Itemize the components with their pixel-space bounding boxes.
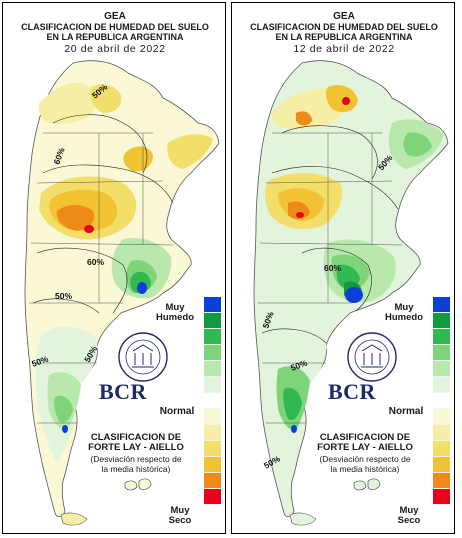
soil-moisture-map-panel-apr20: 50% 60% 60% 50% 50% 50% GEA CLASIFICACIO… — [2, 2, 226, 534]
legend-swatch-11 — [433, 457, 450, 473]
soil-moisture-map-panel-apr12: 50% 60% 50% 50% 50% GEA CLASIFICACION DE… — [231, 2, 455, 534]
contour-label-4: 50% — [55, 291, 72, 301]
legend-swatch-5 — [433, 361, 450, 377]
header-title-line2: EN LA REPUBLICA ARGENTINA — [46, 32, 184, 42]
bcr-logo-text: BCR — [99, 379, 147, 404]
malvinas-islands — [124, 478, 152, 491]
classification-title: CLASIFICACION DE FORTE LAY - AIELLO — [317, 432, 413, 453]
legend-swatch-9 — [204, 425, 221, 441]
contour-label-3: 60% — [87, 257, 104, 267]
legend-normal-label: Normal — [159, 406, 195, 417]
legend-swatch-12 — [204, 473, 221, 489]
bcr-logo-text: BCR — [328, 379, 376, 404]
legend-swatch-3 — [433, 329, 450, 345]
header-org: GEA — [104, 11, 126, 22]
bcr-seal-icon — [118, 332, 168, 382]
legend-swatch-3 — [204, 329, 221, 345]
legend-color-scale — [204, 297, 221, 505]
legend-swatch-8 — [433, 409, 450, 425]
bcr-seal-icon — [347, 332, 397, 382]
legend-swatch-1 — [433, 297, 450, 313]
legend-swatch-6 — [433, 377, 450, 393]
header-title-line1: CLASIFICACION DE HUMEDAD DEL SUELO — [250, 22, 438, 32]
legend-normal-label: Normal — [388, 406, 424, 417]
legend-swatch-13 — [433, 489, 450, 505]
legend-swatch-4 — [433, 345, 450, 361]
legend-dry-label: Muy Seco — [168, 505, 192, 526]
legend-swatch-8 — [204, 409, 221, 425]
legend-swatch-7 — [204, 393, 221, 409]
classification-description: (Desviación respecto de la media históric… — [319, 454, 411, 474]
legend-swatch-4 — [204, 345, 221, 361]
legend-swatch-12 — [433, 473, 450, 489]
tierra-del-fuego — [289, 512, 317, 526]
legend-swatch-7 — [433, 393, 450, 409]
header-org: GEA — [333, 11, 355, 22]
tierra-del-fuego — [60, 512, 88, 526]
legend-swatch-9 — [433, 425, 450, 441]
legend-swatch-11 — [204, 457, 221, 473]
legend-swatch-2 — [433, 313, 450, 329]
legend-swatch-1 — [204, 297, 221, 313]
legend-swatch-2 — [204, 313, 221, 329]
header-date: 20 de abril de 2022 — [64, 43, 166, 55]
header-title-line2: EN LA REPUBLICA ARGENTINA — [275, 32, 413, 42]
legend-swatch-10 — [433, 441, 450, 457]
legend-wet-label: Muy Humedo — [385, 302, 423, 323]
legend-dry-label: Muy Seco — [397, 505, 421, 526]
legend-swatch-13 — [204, 489, 221, 505]
header-title-line1: CLASIFICACION DE HUMEDAD DEL SUELO — [21, 22, 209, 32]
legend-swatch-10 — [204, 441, 221, 457]
malvinas-islands — [353, 478, 381, 491]
legend-wet-label: Muy Humedo — [156, 302, 194, 323]
header-date: 12 de abril de 2022 — [293, 43, 395, 55]
contour-label-2: 60% — [324, 263, 341, 273]
classification-title: CLASIFICACION DE FORTE LAY - AIELLO — [88, 432, 184, 453]
argentina-map-apr20: 50% 60% 60% 50% 50% 50% — [24, 60, 220, 526]
legend-swatch-6 — [204, 377, 221, 393]
legend-swatch-5 — [204, 361, 221, 377]
argentina-map-apr12: 50% 60% 50% 50% 50% — [253, 60, 449, 526]
legend-color-scale — [433, 297, 450, 505]
classification-description: (Desviación respecto de la media históric… — [90, 454, 182, 474]
